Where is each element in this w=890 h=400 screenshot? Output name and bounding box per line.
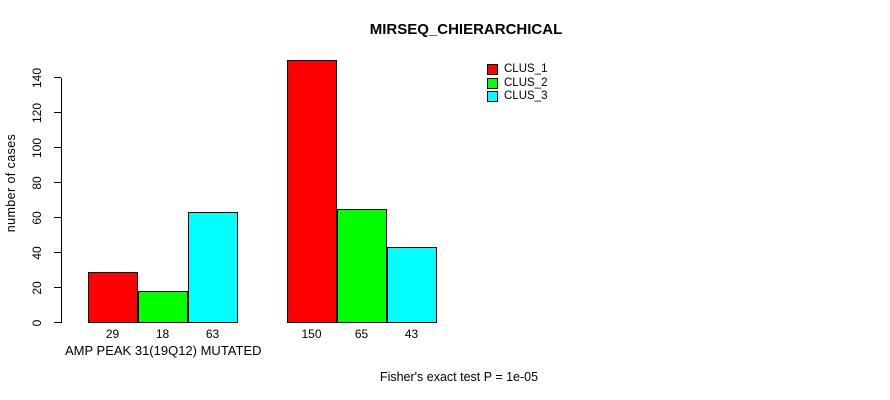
y-axis-tick [53,216,61,219]
legend-swatch-icon [487,91,498,102]
footnote-text: Fisher's exact test P = 1e-05 [379,370,539,384]
y-axis-tick [53,76,61,79]
bar-value-label: 65 [354,327,369,341]
y-axis-tick [53,111,61,114]
bar-value-label: 63 [205,327,220,341]
legend: CLUS_1 CLUS_2 CLUS_3 [487,63,548,102]
bar-clus_2-group1 [137,291,188,323]
y-axis-tick [53,181,61,184]
bar-value-label: 29 [105,327,120,341]
y-axis-tick-label: 80 [30,175,44,190]
legend-item-clus_3: CLUS_3 [487,90,548,102]
y-axis-tick-label: 40 [30,245,44,260]
legend-swatch-icon [487,77,498,89]
legend-label: CLUS_1 [504,63,548,75]
y-axis-tick-label: 60 [30,210,44,225]
legend-item-clus_1: CLUS_1 [487,63,548,75]
chart-title: MIRSEQ_CHIERARCHICAL [369,21,563,38]
y-axis-line [61,77,63,323]
y-axis-tick [53,251,61,254]
y-axis-tick-label: 100 [30,137,44,158]
bar-clus_1-group1 [87,271,138,323]
legend-item-clus_2: CLUS_2 [487,76,548,89]
y-axis-tick [53,146,61,149]
legend-label: CLUS_2 [504,76,548,89]
bar-clus_3-group2 [386,247,437,323]
bar-clus_3-group1 [187,212,238,323]
legend-swatch-icon [487,64,498,75]
y-axis-tick-label: 120 [30,102,44,123]
legend-label: CLUS_3 [504,90,548,102]
bar-value-label: 43 [404,327,419,341]
y-axis-tick-label: 20 [30,280,44,295]
y-axis-tick-label: 0 [30,319,44,326]
y-axis-tick-label: 140 [30,67,44,88]
bar-clus_1-group2 [286,60,337,323]
bar-value-label: 150 [301,327,322,341]
x-axis-label: AMP PEAK 31(19Q12) MUTATED [65,343,262,358]
bar-value-label: 18 [155,327,170,341]
y-axis-tick [53,321,61,324]
y-axis-tick [53,286,61,289]
y-axis-label: number of cases [4,133,18,233]
bar-clus_2-group2 [336,208,387,323]
